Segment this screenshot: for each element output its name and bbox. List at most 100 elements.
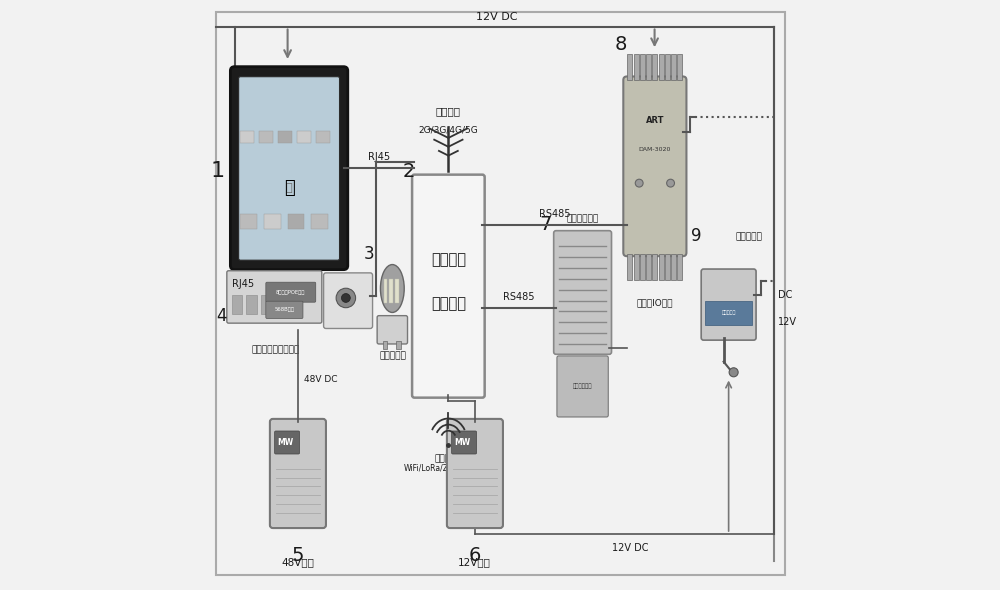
FancyBboxPatch shape — [230, 67, 348, 270]
Text: DAM-3020: DAM-3020 — [639, 147, 671, 152]
Text: 🤖: 🤖 — [284, 179, 294, 196]
Bar — [634, 54, 639, 80]
FancyBboxPatch shape — [557, 356, 608, 417]
Text: 数字量IO模块: 数字量IO模块 — [636, 298, 673, 307]
Bar — [652, 54, 657, 80]
Circle shape — [336, 289, 356, 308]
Text: 1: 1 — [211, 161, 225, 181]
Text: 12V电源: 12V电源 — [458, 558, 491, 568]
Text: 温湿度变送器: 温湿度变送器 — [573, 384, 592, 389]
Text: 12V DC: 12V DC — [612, 543, 648, 553]
Circle shape — [667, 179, 674, 187]
Bar — [640, 254, 645, 280]
FancyBboxPatch shape — [266, 301, 303, 319]
Text: 温湿度变送器: 温湿度变送器 — [566, 214, 599, 223]
Text: 48V DC: 48V DC — [304, 375, 337, 384]
Bar — [705, 301, 752, 324]
Bar — [232, 295, 242, 314]
Bar — [671, 54, 676, 80]
Bar — [316, 132, 330, 143]
Text: 无线公网: 无线公网 — [436, 106, 461, 116]
FancyBboxPatch shape — [270, 419, 326, 528]
Bar — [677, 254, 682, 280]
Bar — [627, 254, 632, 280]
Bar — [276, 295, 286, 314]
Bar — [646, 254, 651, 280]
Text: 水浸传感器: 水浸传感器 — [736, 232, 763, 242]
Bar — [278, 132, 292, 143]
Text: RS485: RS485 — [503, 292, 535, 302]
Bar — [389, 280, 393, 303]
Ellipse shape — [380, 264, 404, 313]
FancyBboxPatch shape — [377, 316, 408, 344]
Bar — [311, 214, 328, 228]
Text: MW: MW — [454, 438, 470, 447]
Text: RS485: RS485 — [539, 209, 570, 219]
Text: MW: MW — [277, 438, 293, 447]
Bar — [240, 132, 254, 143]
Text: 8芯网线POE供电: 8芯网线POE供电 — [276, 290, 305, 294]
Text: 568B接法: 568B接法 — [274, 307, 294, 312]
Bar — [634, 254, 639, 280]
Text: 7: 7 — [540, 215, 552, 234]
FancyBboxPatch shape — [216, 12, 785, 575]
Bar — [291, 295, 301, 314]
Bar — [396, 342, 401, 349]
Text: 5: 5 — [291, 546, 304, 565]
Text: 9: 9 — [691, 227, 702, 245]
FancyBboxPatch shape — [227, 271, 322, 323]
Text: 声光报警器: 声光报警器 — [379, 351, 406, 360]
Text: 3: 3 — [364, 245, 374, 263]
Bar — [297, 132, 311, 143]
Text: 6: 6 — [468, 546, 481, 565]
Text: ⬛: ⬛ — [286, 183, 292, 192]
FancyBboxPatch shape — [554, 231, 612, 354]
Text: 48V电源: 48V电源 — [281, 558, 314, 568]
Text: DC: DC — [778, 290, 792, 300]
Bar — [261, 295, 272, 314]
Bar — [671, 254, 676, 280]
Circle shape — [729, 368, 738, 377]
Bar — [264, 214, 281, 228]
Text: 终端设备: 终端设备 — [431, 296, 466, 311]
Bar — [646, 54, 651, 80]
FancyBboxPatch shape — [266, 282, 316, 302]
Text: 12V DC: 12V DC — [476, 12, 518, 22]
Text: 2: 2 — [402, 162, 415, 181]
Text: 12V: 12V — [778, 317, 797, 326]
FancyBboxPatch shape — [452, 431, 477, 454]
Bar — [246, 295, 257, 314]
Bar — [659, 254, 664, 280]
Text: ART: ART — [646, 116, 664, 125]
Circle shape — [635, 179, 643, 187]
Text: 8: 8 — [615, 35, 627, 54]
Bar — [652, 254, 657, 280]
FancyBboxPatch shape — [447, 419, 503, 528]
Circle shape — [341, 294, 350, 303]
Bar — [665, 54, 670, 80]
Text: 近距离无线: 近距离无线 — [435, 454, 462, 463]
Text: 水浸传感器: 水浸传感器 — [721, 310, 736, 315]
Bar — [288, 214, 304, 228]
FancyBboxPatch shape — [239, 77, 340, 260]
FancyBboxPatch shape — [324, 273, 373, 329]
Text: 2G/3G/4G/5G: 2G/3G/4G/5G — [418, 125, 478, 134]
Bar — [259, 132, 273, 143]
Bar — [395, 280, 399, 303]
FancyBboxPatch shape — [623, 77, 686, 256]
Bar — [384, 280, 387, 303]
Bar — [240, 214, 257, 228]
FancyBboxPatch shape — [701, 269, 756, 340]
Bar — [665, 254, 670, 280]
FancyBboxPatch shape — [275, 431, 300, 454]
Text: WiFi/LoRa/ZigBee/SubG: WiFi/LoRa/ZigBee/SubG — [404, 464, 493, 473]
FancyBboxPatch shape — [412, 175, 485, 398]
Bar — [640, 54, 645, 80]
Text: RJ45: RJ45 — [232, 278, 254, 289]
Bar — [383, 342, 387, 349]
Text: RJ45: RJ45 — [368, 152, 390, 162]
Bar — [677, 54, 682, 80]
Text: 硬盘录像机＋摄像头: 硬盘录像机＋摄像头 — [252, 345, 300, 354]
Bar — [627, 54, 632, 80]
Text: 4: 4 — [216, 307, 227, 324]
